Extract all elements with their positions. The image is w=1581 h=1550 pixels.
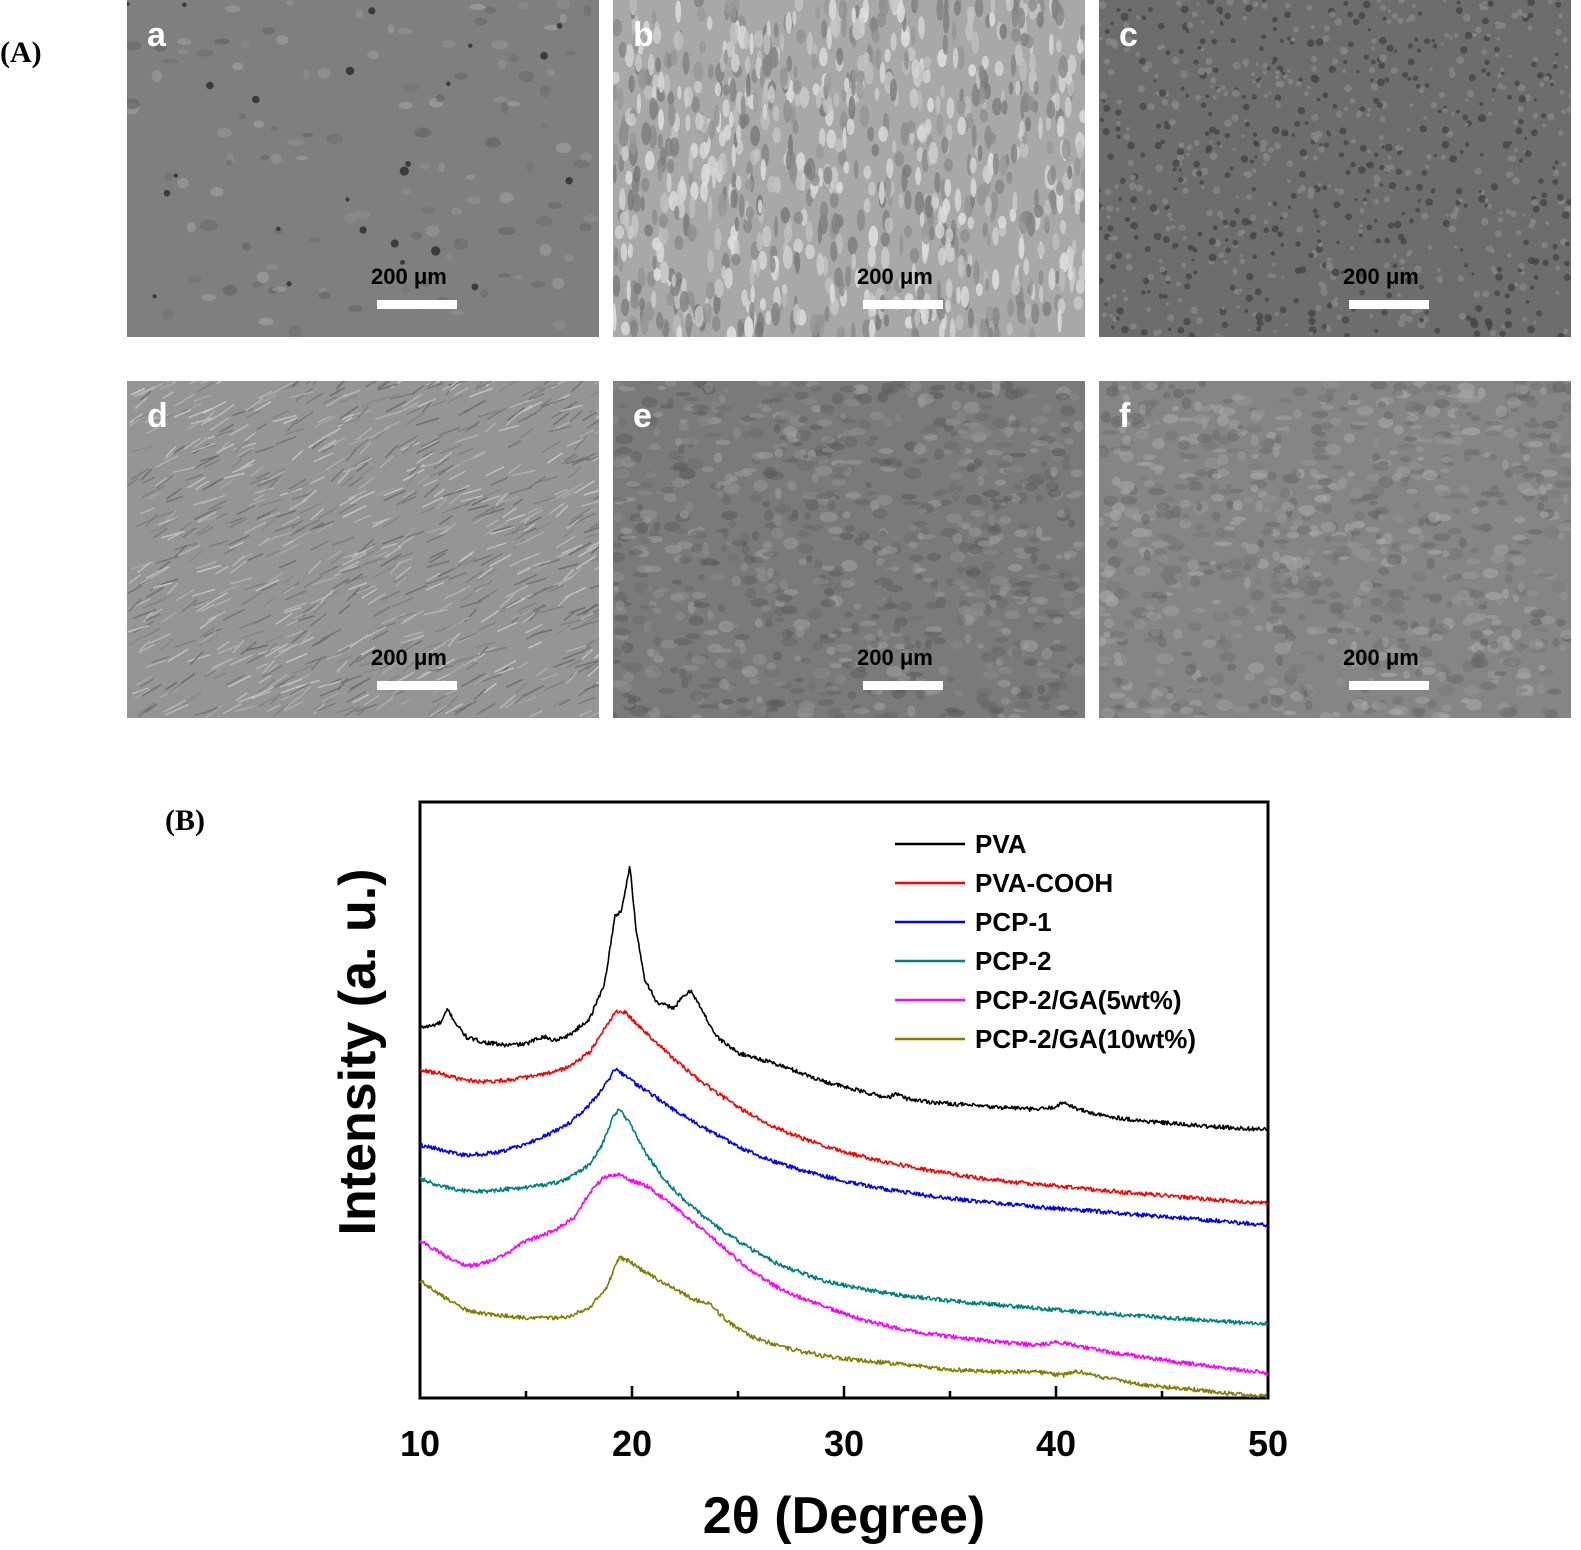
series-layer <box>419 865 1269 1399</box>
scale-bar-label: 200 μm <box>857 264 933 289</box>
sem-texture <box>613 0 1085 337</box>
scale-bar-label: 200 μm <box>371 645 447 670</box>
sem-micrograph-e: e 200 μm <box>613 381 1085 718</box>
panel-a-label: (A) <box>0 36 42 69</box>
series-line-2 <box>420 1067 1269 1228</box>
scale-bar <box>1349 300 1429 309</box>
x-tick-label: 30 <box>824 1423 864 1464</box>
plot-area-border <box>418 800 1270 1400</box>
sem-panel-letter: b <box>633 16 654 54</box>
sem-texture <box>1099 381 1571 718</box>
x-axis-title: 2θ (Degree) <box>703 1487 985 1545</box>
legend-entry: PCP-1 <box>975 907 1052 937</box>
sem-texture <box>127 381 599 718</box>
scale-bar-label: 200 μm <box>857 645 933 670</box>
sem-panel-letter: e <box>633 397 652 435</box>
scale-bar <box>1349 681 1429 690</box>
legend-entry: PCP-2 <box>975 946 1052 976</box>
scale-bar <box>377 300 457 309</box>
x-tick-label: 10 <box>400 1423 440 1464</box>
sem-micrograph-a: a 200 μm <box>127 0 599 337</box>
series-line-1 <box>419 1009 1269 1206</box>
series-line-4 <box>419 1172 1269 1376</box>
sem-panel-letter: f <box>1119 397 1131 435</box>
series-line-0 <box>419 865 1269 1132</box>
panel-b-label: (B) <box>165 804 205 837</box>
x-axis: 10 20 30 40 50 <box>400 1386 1288 1464</box>
legend-entry: PVA <box>975 829 1027 859</box>
scale-bar <box>863 300 943 309</box>
legend: PVA PVA-COOH PCP-1 PCP-2 PCP-2/GA(5wt%) PCP-2… <box>895 829 1196 1054</box>
series-line-5 <box>419 1255 1269 1399</box>
x-tick-label: 20 <box>612 1423 652 1464</box>
y-axis-title: Intensity (a. u.) <box>329 869 387 1236</box>
sem-panel-letter: c <box>1119 16 1138 54</box>
scale-bar <box>863 681 943 690</box>
x-tick-label: 40 <box>1036 1423 1076 1464</box>
sem-panel-letter: d <box>147 397 168 435</box>
sem-micrograph-f: f 200 μm <box>1099 381 1571 718</box>
legend-entry: PVA-COOH <box>975 868 1113 898</box>
sem-micrograph-d: d 200 μm <box>127 381 599 718</box>
sem-micrograph-c: c 200 μm <box>1099 0 1571 337</box>
sem-texture <box>613 381 1085 718</box>
scale-bar-label: 200 μm <box>1343 264 1419 289</box>
scale-bar-label: 200 μm <box>1343 645 1419 670</box>
legend-entry: PCP-2/GA(5wt%) <box>975 985 1182 1015</box>
sem-micrograph-b: b 200 μm <box>613 0 1085 337</box>
legend-entry: PCP-2/GA(10wt%) <box>975 1024 1196 1054</box>
sem-panel-letter: a <box>147 16 166 54</box>
scale-bar-label: 200 μm <box>371 264 447 289</box>
series-line-3 <box>419 1108 1269 1326</box>
sem-texture <box>1099 0 1571 337</box>
scale-bar <box>377 681 457 690</box>
plot-frame <box>418 800 1270 1400</box>
sem-texture <box>127 0 599 337</box>
x-tick-label: 50 <box>1248 1423 1288 1464</box>
